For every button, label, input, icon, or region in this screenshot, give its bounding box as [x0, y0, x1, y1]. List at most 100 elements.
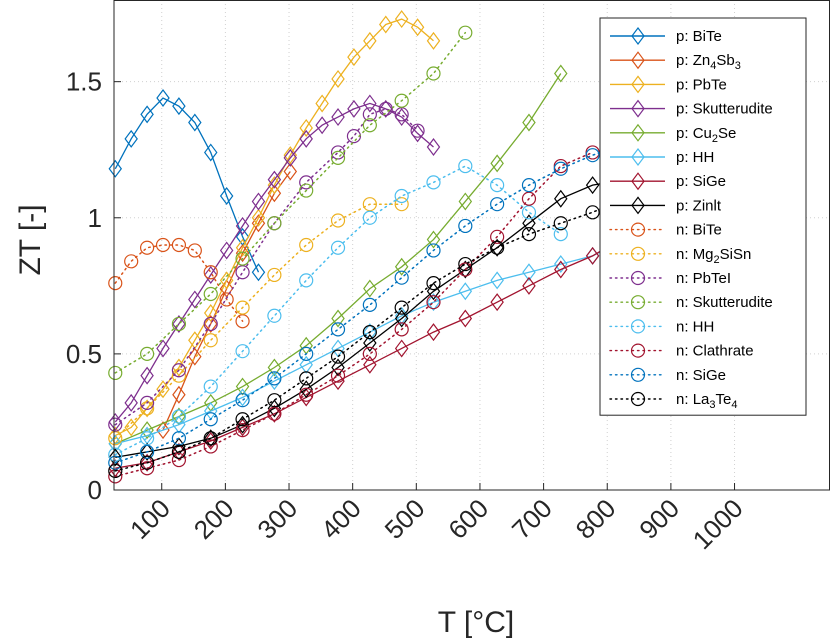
- y-tick-label: 1.5: [66, 67, 102, 97]
- legend-label: p: Zinlt: [676, 197, 722, 214]
- data-point: [171, 316, 187, 332]
- data-point: [458, 192, 473, 211]
- data-point: [140, 453, 154, 472]
- data-point: [363, 94, 377, 113]
- data-point: [522, 263, 536, 282]
- data-point: [171, 363, 187, 378]
- data-point: [203, 265, 218, 284]
- data-point: [330, 368, 346, 383]
- data-point: [299, 346, 314, 361]
- series-line: [114, 151, 594, 478]
- data-point: [219, 292, 234, 307]
- data-point: [363, 355, 377, 374]
- data-point: [267, 267, 282, 283]
- data-point: [362, 118, 377, 133]
- data-point: [394, 188, 409, 204]
- data-point: [139, 444, 155, 459]
- data-point: [235, 300, 250, 315]
- legend-marker: [630, 246, 646, 261]
- data-point: [410, 18, 425, 37]
- legend-marker: [631, 27, 645, 45]
- data-point: [140, 442, 154, 461]
- data-point: [362, 346, 377, 361]
- data-point: [235, 344, 250, 359]
- data-point: [521, 191, 537, 206]
- data-point: [172, 97, 186, 116]
- legend-label: p: Skutterudite: [676, 101, 773, 118]
- data-point: [235, 265, 250, 280]
- data-point: [235, 216, 250, 235]
- series-line: [114, 162, 736, 472]
- data-point: [171, 452, 187, 468]
- data-point: [426, 66, 441, 81]
- data-point: [108, 463, 123, 479]
- legend-marker: [630, 319, 646, 334]
- data-point: [346, 129, 362, 144]
- data-point: [283, 148, 298, 167]
- data-point: [315, 94, 329, 113]
- data-point: [363, 334, 377, 352]
- data-point: [267, 170, 282, 189]
- data-point: [172, 385, 186, 404]
- data-point: [140, 105, 154, 124]
- data-point: [139, 455, 155, 470]
- data-point: [124, 129, 138, 148]
- data-point: [363, 279, 377, 298]
- data-point: [108, 434, 123, 453]
- data-point: [203, 333, 218, 348]
- data-point: [490, 293, 504, 312]
- data-point: [283, 162, 298, 181]
- data-point: [235, 238, 250, 257]
- data-point: [203, 304, 218, 323]
- data-point: [188, 113, 202, 132]
- data-point: [330, 145, 346, 160]
- data-point: [251, 263, 266, 282]
- data-point: [299, 380, 313, 399]
- data-point: [235, 314, 250, 329]
- data-point: [203, 316, 218, 332]
- data-point: [108, 447, 123, 462]
- data-point: [219, 241, 234, 260]
- data-point: [124, 393, 138, 412]
- data-point: [219, 187, 234, 205]
- data-point: [426, 31, 441, 50]
- legend-marker: [631, 148, 645, 166]
- data-point: [521, 227, 537, 242]
- data-point: [331, 358, 345, 377]
- data-point: [235, 251, 250, 266]
- legend-label: p: HH: [676, 149, 714, 166]
- legend-label: n: Mg2SiSn: [676, 246, 751, 266]
- legend-label: p: Cu2Se: [676, 125, 736, 145]
- data-point: [379, 15, 393, 34]
- data-point: [156, 89, 170, 107]
- data-point: [330, 150, 346, 165]
- data-point: [171, 444, 187, 459]
- data-point: [331, 69, 345, 88]
- data-point: [299, 387, 314, 402]
- data-point: [554, 255, 568, 274]
- data-point: [171, 368, 187, 383]
- data-point: [490, 178, 505, 193]
- legend-marker: [630, 343, 646, 358]
- data-point: [522, 276, 536, 295]
- data-point: [522, 113, 536, 132]
- legend-label: n: Clathrate: [676, 343, 754, 360]
- data-point: [108, 448, 123, 467]
- legend-label: n: PbTeI: [676, 270, 731, 287]
- series-n-bite: [108, 237, 250, 329]
- legend-marker: [631, 172, 645, 191]
- data-point: [188, 290, 202, 309]
- data-point: [299, 118, 313, 137]
- data-point: [458, 309, 473, 328]
- data-point: [139, 346, 155, 361]
- x-axis-label: T [°C]: [438, 606, 514, 639]
- data-point: [458, 262, 473, 277]
- data-point: [585, 148, 600, 163]
- data-point: [203, 143, 218, 162]
- data-point: [203, 432, 218, 450]
- data-point: [331, 108, 345, 127]
- data-point: [124, 254, 139, 269]
- data-point: [585, 246, 600, 265]
- legend-marker: [631, 99, 645, 118]
- data-point: [219, 271, 234, 290]
